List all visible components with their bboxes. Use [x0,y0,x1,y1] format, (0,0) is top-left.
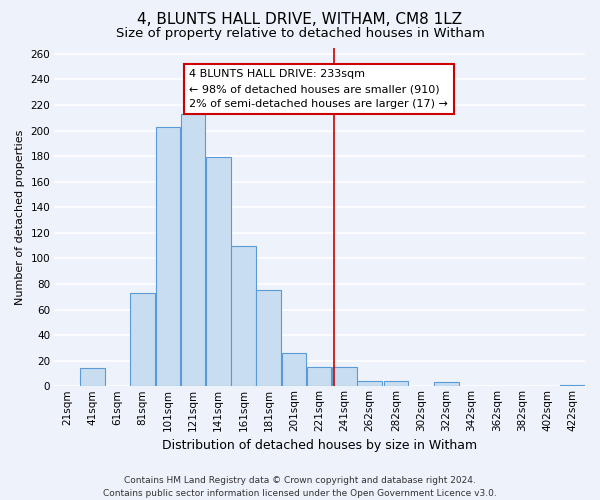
Text: 4 BLUNTS HALL DRIVE: 233sqm
← 98% of detached houses are smaller (910)
2% of sem: 4 BLUNTS HALL DRIVE: 233sqm ← 98% of det… [190,69,448,109]
Bar [434,382,458,386]
Bar [256,290,281,386]
Bar [560,385,584,386]
Bar [332,367,356,386]
Bar [155,127,180,386]
Bar [307,367,331,386]
Text: Size of property relative to detached houses in Witham: Size of property relative to detached ho… [116,28,484,40]
Bar [80,368,104,386]
Text: 4, BLUNTS HALL DRIVE, WITHAM, CM8 1LZ: 4, BLUNTS HALL DRIVE, WITHAM, CM8 1LZ [137,12,463,28]
Bar [281,353,306,386]
Text: Contains HM Land Registry data © Crown copyright and database right 2024.
Contai: Contains HM Land Registry data © Crown c… [103,476,497,498]
X-axis label: Distribution of detached houses by size in Witham: Distribution of detached houses by size … [162,440,477,452]
Y-axis label: Number of detached properties: Number of detached properties [15,129,25,304]
Bar [181,114,205,386]
Bar [231,246,256,386]
Bar [383,381,408,386]
Bar [357,381,382,386]
Bar [130,293,155,386]
Bar [206,158,230,386]
